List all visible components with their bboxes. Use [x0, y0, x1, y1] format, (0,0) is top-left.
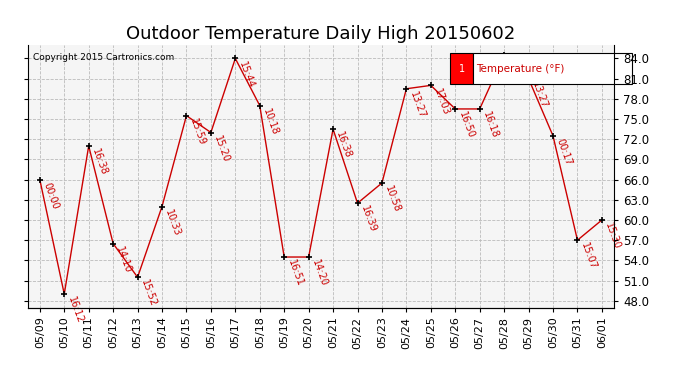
Text: Temperature (°F): Temperature (°F): [476, 64, 564, 74]
Text: 16:12: 16:12: [66, 296, 85, 325]
Text: 15:44: 15:44: [237, 60, 255, 90]
Text: Copyright 2015 Cartronics.com: Copyright 2015 Cartronics.com: [34, 53, 175, 62]
Text: 14:20: 14:20: [310, 258, 329, 288]
Text: 15:07: 15:07: [579, 242, 598, 272]
Text: 13:27: 13:27: [408, 90, 426, 120]
FancyBboxPatch shape: [450, 53, 473, 84]
Text: 13:27: 13:27: [530, 80, 549, 110]
Text: 15:20: 15:20: [213, 134, 231, 164]
Text: 10:18: 10:18: [261, 107, 280, 136]
Title: Outdoor Temperature Daily High 20150602: Outdoor Temperature Daily High 20150602: [126, 26, 515, 44]
Text: 16:51: 16:51: [286, 258, 304, 288]
Text: 1: 1: [459, 64, 464, 74]
Text: 00:00: 00:00: [41, 181, 60, 210]
Text: 15:52: 15:52: [139, 279, 158, 309]
Text: 15:30: 15:30: [603, 221, 622, 251]
Text: 17:03: 17:03: [432, 87, 451, 116]
Text: 15:59: 15:59: [188, 117, 207, 147]
FancyBboxPatch shape: [473, 53, 632, 84]
Text: 10:58: 10:58: [384, 184, 402, 214]
Text: 10:33: 10:33: [164, 208, 182, 237]
Text: 16:50: 16:50: [457, 110, 475, 140]
Text: 10:: 10:: [506, 57, 520, 75]
Text: 16:38: 16:38: [90, 147, 109, 177]
Text: 14:10: 14:10: [115, 245, 133, 274]
Text: 16:38: 16:38: [335, 130, 353, 160]
Text: 00:17: 00:17: [554, 137, 573, 167]
Text: 16:18: 16:18: [481, 110, 500, 140]
Text: 16:39: 16:39: [359, 204, 378, 234]
